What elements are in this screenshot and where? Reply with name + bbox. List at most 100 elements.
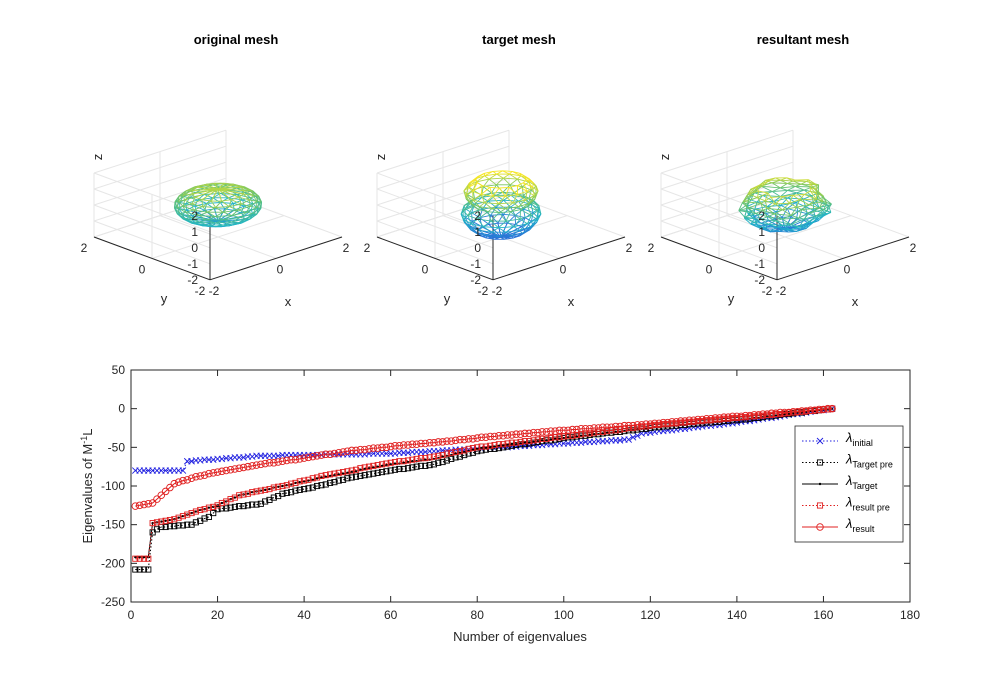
data-point — [571, 436, 574, 439]
data-point — [540, 439, 544, 442]
mesh-edge — [246, 211, 253, 214]
mesh-edge — [782, 224, 791, 231]
data-point — [356, 445, 365, 454]
mesh-edge — [498, 212, 507, 222]
data-point — [213, 468, 222, 476]
mesh-edge — [780, 192, 797, 198]
data-point — [604, 428, 611, 435]
mesh-edge — [492, 171, 497, 175]
mesh-edge — [808, 215, 817, 222]
data-point — [149, 520, 156, 527]
legend-entry: λTarget pre — [802, 452, 893, 470]
mesh-edge — [783, 194, 793, 197]
mesh-edge — [532, 182, 534, 188]
mesh-edge — [803, 195, 812, 200]
mesh-edge — [527, 205, 539, 212]
mesh-edge — [787, 183, 802, 185]
mesh-edge — [782, 196, 790, 204]
data-point — [253, 488, 260, 495]
mesh-edge — [770, 229, 784, 232]
mesh-edge — [483, 226, 492, 233]
data-point — [248, 462, 256, 470]
mesh-edge — [478, 209, 489, 213]
mesh-edge — [816, 209, 825, 217]
data-point — [491, 441, 498, 449]
data-point — [179, 513, 186, 520]
legend-label: λinitial — [845, 430, 873, 448]
mesh-edge — [789, 202, 797, 208]
mesh-edge — [215, 215, 232, 218]
data-point — [244, 462, 252, 471]
mesh-edge — [773, 196, 781, 202]
data-point — [140, 566, 148, 573]
mesh-edge — [799, 220, 810, 228]
mesh-edge — [524, 175, 527, 180]
data-point — [802, 407, 810, 415]
mesh-edge — [194, 205, 205, 211]
data-point — [253, 501, 260, 508]
mesh-edge — [823, 203, 832, 211]
data-point — [187, 474, 196, 483]
mesh-edge — [796, 206, 803, 210]
z-axis-label: z — [90, 154, 105, 161]
mesh-edge — [750, 223, 762, 229]
data-point — [599, 428, 606, 435]
mesh-edge — [201, 199, 212, 202]
data-point — [132, 555, 139, 562]
mesh-edge — [809, 212, 817, 217]
mesh-edge — [826, 203, 832, 212]
mesh-edge — [762, 195, 775, 202]
mesh-edge — [503, 177, 518, 180]
mesh-edge — [472, 199, 480, 208]
mesh-edge — [527, 218, 538, 225]
mesh-edge — [753, 185, 763, 192]
data-point — [724, 413, 732, 421]
mesh-edge — [808, 179, 811, 185]
mesh-edge — [790, 209, 803, 216]
data-point — [538, 428, 546, 436]
mesh-edge — [790, 214, 800, 219]
data-point — [136, 566, 143, 573]
data-point — [806, 406, 815, 414]
x-tick-label: 120 — [640, 608, 660, 622]
mesh-edge — [214, 208, 219, 222]
mesh-edge — [738, 203, 749, 211]
data-point — [369, 444, 378, 452]
data-point — [148, 499, 157, 507]
data-point — [828, 404, 836, 413]
mesh-edge — [795, 185, 805, 191]
mesh-edge — [784, 220, 805, 230]
data-point — [547, 427, 555, 435]
data-point — [365, 463, 373, 470]
mesh-wireframe — [738, 177, 832, 233]
mesh-edge — [252, 195, 258, 202]
mesh-edge — [204, 184, 219, 190]
data-point — [227, 496, 234, 503]
mesh-edge — [484, 202, 499, 205]
mesh-edge — [491, 191, 503, 194]
mesh-edge — [517, 182, 524, 186]
mesh-edge — [803, 212, 810, 220]
mesh-edge — [475, 179, 478, 183]
data-point — [352, 446, 360, 455]
data-point — [359, 468, 362, 471]
mesh-edge — [198, 221, 216, 224]
data-point — [227, 504, 234, 511]
mesh-edge — [502, 170, 513, 172]
mesh-edge — [512, 202, 519, 208]
data-point — [438, 438, 447, 446]
mesh-edge — [191, 217, 207, 221]
data-point — [279, 482, 286, 490]
mesh-edge — [747, 207, 763, 211]
mesh-edge — [487, 211, 492, 222]
mesh-edge — [231, 199, 242, 205]
data-point — [655, 419, 663, 428]
data-point — [452, 448, 459, 456]
mesh-edge — [531, 215, 538, 220]
data-point — [448, 449, 455, 456]
mesh-edge — [220, 193, 229, 199]
mesh-edge — [816, 193, 824, 197]
mesh-edge — [767, 204, 781, 207]
mesh-edge — [462, 210, 469, 216]
mesh-edge — [478, 206, 481, 210]
